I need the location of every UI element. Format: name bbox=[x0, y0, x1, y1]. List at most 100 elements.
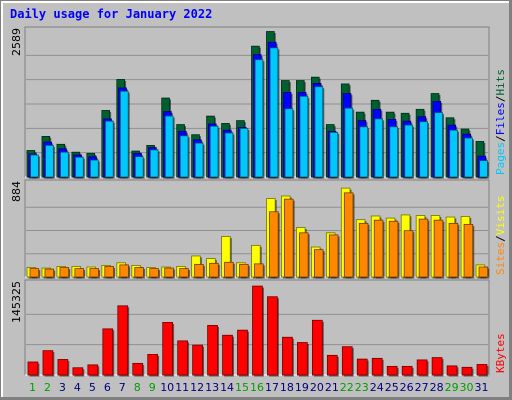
x-tick-label-24: 24 bbox=[370, 381, 384, 394]
visitors-legend: Sites/Visits bbox=[494, 196, 507, 276]
bar-kbytes-day-7 bbox=[117, 305, 129, 376]
volume-ymax-label: 145325 bbox=[10, 281, 23, 323]
bar-pages-day-17 bbox=[269, 47, 279, 178]
bar-kbytes-day-13 bbox=[207, 325, 218, 376]
bar-pages-day-24 bbox=[374, 118, 384, 178]
bar-pages-day-1 bbox=[30, 154, 39, 178]
bar-pages-day-13 bbox=[209, 125, 219, 178]
bar-sites-day-19 bbox=[299, 232, 309, 278]
bar-sites-day-9 bbox=[149, 268, 159, 278]
bar-kbytes-day-21 bbox=[326, 354, 338, 376]
bar-sites-day-30 bbox=[463, 223, 474, 278]
bar-sites-day-12 bbox=[194, 263, 204, 278]
bar-pages-day-12 bbox=[194, 142, 204, 178]
bar-kbytes-day-23 bbox=[356, 358, 368, 376]
bar-sites-day-13 bbox=[209, 262, 219, 278]
bar-sites-day-22 bbox=[343, 192, 354, 278]
bar-pages-day-6 bbox=[105, 120, 114, 178]
x-tick-label-8: 8 bbox=[134, 381, 141, 394]
bar-sites-day-18 bbox=[284, 198, 294, 278]
bar-pages-day-4 bbox=[75, 156, 84, 178]
bar-kbytes-day-30 bbox=[461, 366, 473, 376]
bar-pages-day-18 bbox=[284, 108, 294, 178]
x-tick-label-13: 13 bbox=[205, 381, 219, 394]
x-tick-label-28: 28 bbox=[430, 381, 444, 394]
volume-legend: KBytes bbox=[494, 333, 507, 373]
x-tick-label-15: 15 bbox=[235, 381, 249, 394]
bar-sites-day-28 bbox=[433, 219, 444, 278]
chart-title: Daily usage for January 2022 bbox=[10, 7, 213, 21]
bar-kbytes-day-25 bbox=[386, 365, 398, 376]
bar-sites-day-7 bbox=[119, 264, 129, 278]
bar-pages-day-30 bbox=[464, 137, 473, 178]
bar-sites-day-11 bbox=[179, 268, 189, 278]
bar-sites-day-14 bbox=[224, 261, 234, 278]
bar-kbytes-day-19 bbox=[297, 342, 308, 376]
bar-pages-day-5 bbox=[90, 159, 99, 178]
bar-pages-day-8 bbox=[134, 156, 144, 178]
bar-sites-day-5 bbox=[89, 268, 99, 278]
x-tick-label-11: 11 bbox=[175, 381, 189, 394]
bar-sites-day-3 bbox=[59, 267, 70, 278]
bar-pages-day-25 bbox=[389, 126, 399, 178]
bar-kbytes-day-22 bbox=[341, 346, 353, 376]
bar-kbytes-day-2 bbox=[42, 350, 54, 376]
x-tick-label-31: 31 bbox=[475, 381, 489, 394]
x-tick-label-3: 3 bbox=[59, 381, 66, 394]
bar-pages-day-3 bbox=[60, 151, 69, 178]
x-tick-label-6: 6 bbox=[104, 381, 111, 394]
bar-pages-day-27 bbox=[419, 121, 428, 178]
x-tick-label-14: 14 bbox=[220, 381, 234, 394]
x-tick-label-25: 25 bbox=[385, 381, 399, 394]
bar-kbytes-day-18 bbox=[282, 336, 293, 376]
bar-sites-day-21 bbox=[328, 234, 339, 278]
bar-sites-day-4 bbox=[74, 268, 84, 278]
traffic-legend: Pages/Files/Hits bbox=[494, 69, 507, 175]
bar-pages-day-11 bbox=[179, 135, 189, 178]
bar-sites-day-6 bbox=[104, 266, 114, 278]
bar-pages-day-26 bbox=[404, 124, 413, 178]
bar-sites-day-1 bbox=[29, 268, 40, 278]
bar-pages-day-15 bbox=[239, 128, 249, 178]
bar-pages-day-9 bbox=[149, 149, 159, 178]
bar-sites-day-23 bbox=[358, 222, 369, 278]
bar-sites-day-24 bbox=[373, 219, 384, 278]
bar-sites-day-25 bbox=[388, 220, 399, 278]
x-tick-label-4: 4 bbox=[74, 381, 81, 394]
x-tick-label-20: 20 bbox=[310, 381, 324, 394]
bar-pages-day-20 bbox=[314, 86, 324, 178]
legend-separator: / bbox=[494, 135, 507, 142]
x-tick-label-2: 2 bbox=[44, 381, 51, 394]
bar-kbytes-day-12 bbox=[192, 344, 203, 376]
legend-kbytes: KBytes bbox=[494, 333, 507, 373]
bar-kbytes-day-9 bbox=[147, 353, 159, 376]
legend-hits: Hits bbox=[494, 69, 507, 96]
bar-kbytes-day-29 bbox=[446, 365, 458, 376]
legend-separator: / bbox=[494, 96, 507, 103]
bar-pages-day-7 bbox=[119, 90, 129, 178]
bar-kbytes-day-24 bbox=[371, 357, 383, 376]
bar-kbytes-day-10 bbox=[162, 322, 173, 376]
x-tick-label-21: 21 bbox=[325, 381, 339, 394]
bar-pages-day-10 bbox=[164, 115, 174, 178]
bar-pages-day-14 bbox=[224, 132, 234, 178]
bar-kbytes-day-16 bbox=[252, 285, 263, 376]
bar-kbytes-day-28 bbox=[431, 357, 443, 376]
bar-sites-day-16 bbox=[254, 263, 264, 278]
x-tick-label-23: 23 bbox=[355, 381, 369, 394]
bar-sites-day-31 bbox=[478, 266, 489, 278]
bar-kbytes-day-8 bbox=[132, 362, 144, 376]
bar-sites-day-26 bbox=[403, 230, 414, 278]
bar-kbytes-day-11 bbox=[177, 340, 188, 376]
bar-kbytes-day-31 bbox=[476, 364, 488, 376]
legend-sites: Sites bbox=[494, 242, 507, 275]
x-tick-label-7: 7 bbox=[119, 381, 126, 394]
traffic-ymax-label: 2589 bbox=[10, 28, 23, 56]
bar-kbytes-day-27 bbox=[416, 359, 428, 376]
bar-pages-day-31 bbox=[479, 160, 488, 178]
x-tick-label-29: 29 bbox=[445, 381, 459, 394]
bar-kbytes-day-26 bbox=[401, 365, 413, 376]
bar-kbytes-day-14 bbox=[222, 334, 233, 376]
x-tick-label-16: 16 bbox=[250, 381, 264, 394]
x-tick-label-10: 10 bbox=[160, 381, 174, 394]
